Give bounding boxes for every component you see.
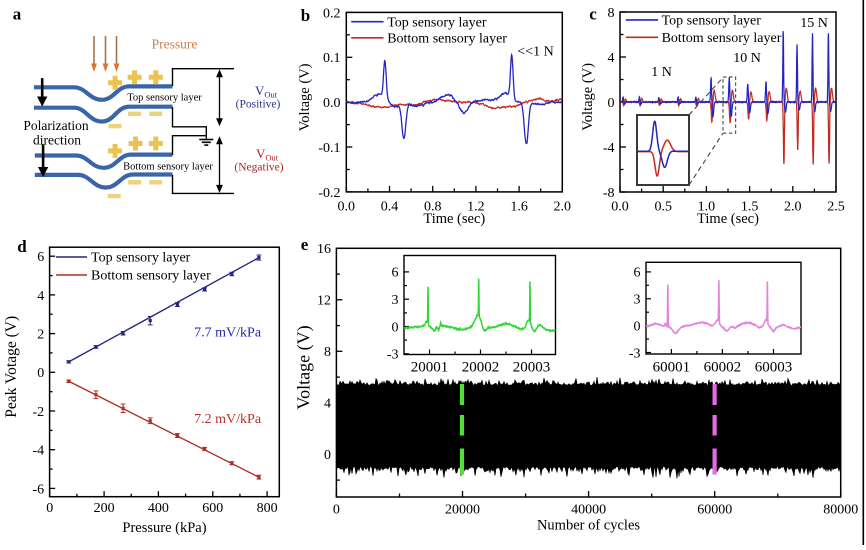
svg-text:20000: 20000 <box>445 503 480 518</box>
svg-text:2: 2 <box>37 328 44 343</box>
svg-text:<<1 N: <<1 N <box>517 44 553 59</box>
svg-text:Time (sec): Time (sec) <box>697 211 759 227</box>
svg-text:800: 800 <box>257 501 278 516</box>
svg-text:-3: -3 <box>387 348 399 363</box>
svg-text:0: 0 <box>324 448 331 463</box>
svg-text:(Positive): (Positive) <box>236 99 281 111</box>
svg-text:0.1: 0.1 <box>323 51 341 66</box>
svg-text:direction: direction <box>33 133 81 148</box>
svg-text:7.2 mV/kPa: 7.2 mV/kPa <box>194 412 262 427</box>
svg-text:-0.2: -0.2 <box>318 186 340 201</box>
svg-text:-6: -6 <box>33 482 45 497</box>
svg-text:c: c <box>589 5 597 24</box>
svg-text:60000: 60000 <box>697 503 732 518</box>
svg-text:Time (sec): Time (sec) <box>423 211 485 227</box>
svg-text:6: 6 <box>392 266 399 281</box>
svg-text:Pressure (kPa): Pressure (kPa) <box>122 520 206 536</box>
svg-text:7.7 mV/kPa: 7.7 mV/kPa <box>194 325 262 340</box>
svg-text:0: 0 <box>608 96 615 111</box>
svg-text:Number of cycles: Number of cycles <box>537 518 640 534</box>
svg-text:0.8: 0.8 <box>424 199 442 214</box>
svg-text:e: e <box>301 235 309 254</box>
svg-text:0: 0 <box>392 320 399 335</box>
svg-text:8: 8 <box>324 345 331 360</box>
svg-text:15 N: 15 N <box>800 16 828 31</box>
svg-text:40000: 40000 <box>571 503 606 518</box>
svg-text:80000: 80000 <box>823 503 858 518</box>
svg-text:-3: -3 <box>629 346 641 361</box>
svg-text:1 N: 1 N <box>651 65 672 80</box>
svg-text:4: 4 <box>608 51 615 66</box>
svg-text:0.5: 0.5 <box>654 199 672 214</box>
svg-text:2.0: 2.0 <box>554 199 572 214</box>
svg-text:-4: -4 <box>603 141 615 156</box>
svg-text:Top sensory layer: Top sensory layer <box>662 14 762 29</box>
svg-text:-2: -2 <box>33 405 45 420</box>
svg-text:-4: -4 <box>33 444 45 459</box>
svg-text:600: 600 <box>202 501 223 516</box>
svg-text:6: 6 <box>37 250 44 265</box>
svg-text:6: 6 <box>634 266 641 281</box>
svg-text:-0.1: -0.1 <box>318 141 340 156</box>
svg-text:Top sensory layer: Top sensory layer <box>387 15 487 30</box>
svg-text:60003: 60003 <box>755 360 793 376</box>
svg-text:(Negative): (Negative) <box>234 162 283 174</box>
svg-text:1.5: 1.5 <box>741 199 759 214</box>
svg-text:1.6: 1.6 <box>510 199 528 214</box>
svg-text:0: 0 <box>37 366 44 381</box>
svg-text:12: 12 <box>317 294 331 309</box>
svg-text:0.0: 0.0 <box>611 199 629 214</box>
svg-text:2.5: 2.5 <box>827 199 845 214</box>
svg-text:0.2: 0.2 <box>323 6 341 21</box>
svg-text:b: b <box>301 6 310 25</box>
svg-text:20002: 20002 <box>462 360 500 376</box>
svg-text:0: 0 <box>46 501 53 516</box>
svg-text:0.4: 0.4 <box>381 199 399 214</box>
svg-text:10 N: 10 N <box>733 51 761 66</box>
svg-text:0.0: 0.0 <box>323 96 341 111</box>
svg-text:60001: 60001 <box>653 360 691 376</box>
svg-text:2.0: 2.0 <box>784 199 802 214</box>
svg-text:Top sensory layer: Top sensory layer <box>127 93 202 104</box>
svg-text:0.0: 0.0 <box>338 199 356 214</box>
svg-text:d: d <box>17 237 27 256</box>
svg-text:Peak Votage (V): Peak Votage (V) <box>3 316 20 418</box>
svg-text:4: 4 <box>37 289 44 304</box>
svg-text:Top sensory layer: Top sensory layer <box>91 251 191 266</box>
svg-text:Voltage (V): Voltage (V) <box>294 325 315 409</box>
svg-text:20001: 20001 <box>411 360 449 376</box>
svg-text:3: 3 <box>392 293 399 308</box>
svg-text:1.0: 1.0 <box>698 199 716 214</box>
svg-text:1.2: 1.2 <box>467 199 485 214</box>
svg-text:60002: 60002 <box>704 360 742 376</box>
svg-text:Polarization: Polarization <box>23 118 88 133</box>
svg-text:200: 200 <box>94 501 115 516</box>
svg-text:Voltage (V): Voltage (V) <box>297 63 313 131</box>
svg-text:400: 400 <box>148 501 169 516</box>
svg-text:20003: 20003 <box>513 360 551 376</box>
svg-text:8: 8 <box>608 6 615 21</box>
svg-text:Bottom sensory layer: Bottom sensory layer <box>387 32 507 47</box>
svg-text:16: 16 <box>317 242 331 257</box>
svg-text:a: a <box>13 5 22 24</box>
svg-text:Voltage (V): Voltage (V) <box>580 63 596 131</box>
svg-text:0: 0 <box>333 503 340 518</box>
svg-text:-8: -8 <box>603 186 615 201</box>
svg-text:3: 3 <box>634 293 641 308</box>
svg-text:Bottom sensory layer: Bottom sensory layer <box>91 269 211 284</box>
svg-text:Bottom sensory layer: Bottom sensory layer <box>662 31 782 46</box>
svg-text:Bottom sensory layer: Bottom sensory layer <box>123 162 213 173</box>
svg-text:0: 0 <box>634 319 641 334</box>
svg-text:4: 4 <box>324 397 331 412</box>
svg-text:Pressure: Pressure <box>152 37 198 52</box>
